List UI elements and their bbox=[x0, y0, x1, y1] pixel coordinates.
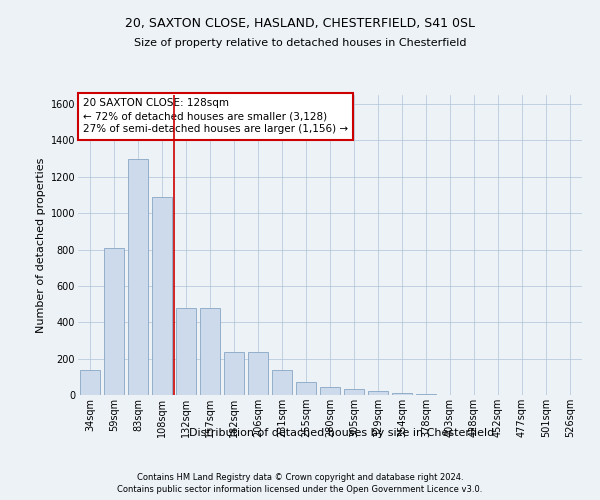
Text: 20 SAXTON CLOSE: 128sqm
← 72% of detached houses are smaller (3,128)
27% of semi: 20 SAXTON CLOSE: 128sqm ← 72% of detache… bbox=[83, 98, 348, 134]
Text: Size of property relative to detached houses in Chesterfield: Size of property relative to detached ho… bbox=[134, 38, 466, 48]
Bar bbox=[200, 308, 220, 395]
Bar bbox=[416, 394, 436, 395]
Bar bbox=[248, 352, 268, 395]
Bar bbox=[296, 382, 316, 395]
Bar bbox=[176, 308, 196, 395]
Bar bbox=[272, 370, 292, 395]
Bar bbox=[80, 370, 100, 395]
Text: Contains HM Land Registry data © Crown copyright and database right 2024.: Contains HM Land Registry data © Crown c… bbox=[137, 472, 463, 482]
Bar bbox=[104, 248, 124, 395]
Y-axis label: Number of detached properties: Number of detached properties bbox=[37, 158, 46, 332]
Text: 20, SAXTON CLOSE, HASLAND, CHESTERFIELD, S41 0SL: 20, SAXTON CLOSE, HASLAND, CHESTERFIELD,… bbox=[125, 18, 475, 30]
Bar bbox=[224, 352, 244, 395]
Text: Contains public sector information licensed under the Open Government Licence v3: Contains public sector information licen… bbox=[118, 485, 482, 494]
Bar bbox=[344, 388, 364, 395]
Bar bbox=[152, 197, 172, 395]
Bar bbox=[320, 387, 340, 395]
Bar bbox=[392, 393, 412, 395]
Bar bbox=[128, 158, 148, 395]
Text: Distribution of detached houses by size in Chesterfield: Distribution of detached houses by size … bbox=[190, 428, 494, 438]
Bar bbox=[368, 392, 388, 395]
